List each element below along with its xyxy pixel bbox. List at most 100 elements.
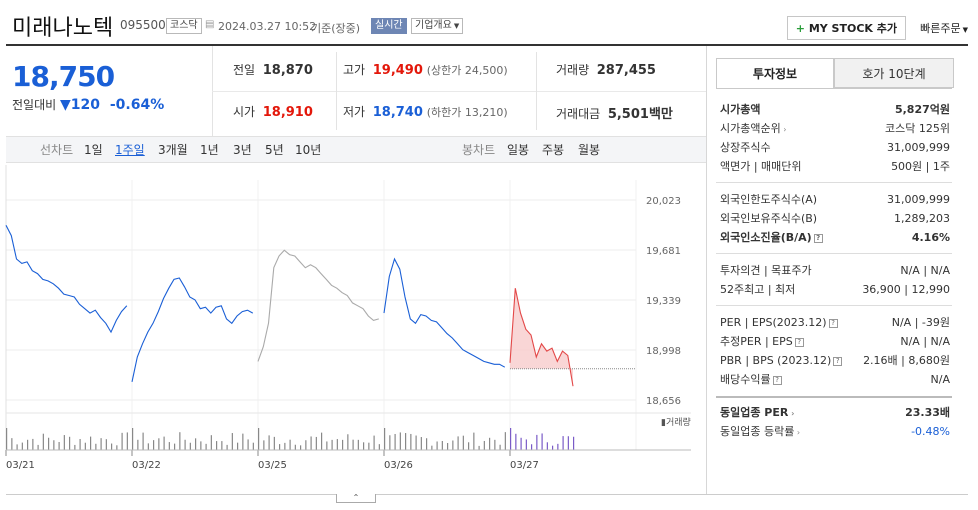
volume-bar <box>326 441 328 450</box>
today-area <box>510 288 573 387</box>
per-eps-value: N/A | -39원 <box>891 316 950 329</box>
investment-panel <box>706 46 968 494</box>
industry-change-value: -0.48% <box>911 425 950 438</box>
volume-bar <box>300 445 302 450</box>
panel-tab-line <box>716 88 952 89</box>
tab-monthly[interactable]: 월봉 <box>578 143 601 157</box>
volume-bar <box>420 437 422 450</box>
volume-bar <box>63 435 65 450</box>
volume-bar <box>105 439 107 450</box>
tab-3y[interactable]: 3년 <box>233 143 252 157</box>
volume-bar <box>310 436 312 450</box>
market-cap-row: 시가총액 5,827억원 <box>720 102 950 118</box>
tab-hoga-10[interactable]: 호가 10단계 <box>834 58 954 88</box>
mystock-add-button[interactable]: + MY STOCK 추가 <box>786 16 906 40</box>
volume-bar <box>515 433 517 450</box>
company-overview-button[interactable]: 기업개요 ▼ <box>411 18 464 34</box>
change-label: 전일대비 <box>12 98 57 112</box>
help-icon[interactable]: ? <box>813 233 823 243</box>
volume-legend: ▮거래량 <box>661 416 691 428</box>
volume-bar <box>352 439 354 450</box>
volume-bar <box>431 445 433 450</box>
industry-per-row[interactable]: 동일업종 PER › 23.33배 <box>720 405 950 421</box>
volume-bar <box>42 433 44 450</box>
y-tick-label: 19,339 <box>646 296 681 307</box>
tab-3m[interactable]: 3개월 <box>158 143 188 157</box>
volume-bar <box>415 435 417 450</box>
realtime-tag[interactable]: 실시간 <box>371 18 407 34</box>
volume-bar <box>237 442 239 450</box>
volume-bar <box>174 443 176 450</box>
per-eps-label: PER | EPS(2023.12) <box>720 316 827 329</box>
tab-1y[interactable]: 1년 <box>200 143 219 157</box>
volume-bar <box>394 433 396 450</box>
opinion-value: N/A | N/A <box>900 264 950 277</box>
volume-bar <box>557 443 559 450</box>
tab-investment-info[interactable]: 투자정보 <box>716 58 834 88</box>
volume-bar <box>153 440 155 450</box>
quick-order-label: 빠른주문 <box>920 22 961 35</box>
volume-bar <box>231 433 233 450</box>
per-eps-row: PER | EPS(2023.12)? N/A | -39원 <box>720 315 950 331</box>
volume-bar <box>195 438 197 450</box>
volume-bar <box>447 442 449 450</box>
open-label: 시가 <box>233 105 256 119</box>
listed-shares-row: 상장주식수 31,009,999 <box>720 140 950 156</box>
tab-weekly[interactable]: 주봉 <box>542 143 565 157</box>
quick-order-button[interactable]: 빠른주문 ▼ <box>920 20 968 36</box>
tab-1d[interactable]: 1일 <box>84 143 103 157</box>
est-per-label: 추정PER | EPS <box>720 335 793 348</box>
volume-bar <box>373 435 375 450</box>
high-price: 고가 19,490 (상한가 24,500) <box>343 61 508 78</box>
price-chart[interactable]: 20,023 19,681 19,339 18,998 18,656 ▮거래량 03/21 0… <box>0 165 706 490</box>
volume-bar <box>252 442 254 450</box>
chevron-right-icon: › <box>794 428 801 437</box>
y-tick-label: 19,681 <box>646 246 681 257</box>
volume-bar <box>399 432 401 450</box>
est-per-value: N/A | N/A <box>900 335 950 348</box>
expand-button[interactable]: ⌃ <box>336 494 376 503</box>
upper-limit: (상한가 24,500) <box>426 64 508 77</box>
volume-bar <box>74 444 76 450</box>
foreign-limit-row: 외국인한도주식수(A) 31,009,999 <box>720 192 950 208</box>
y-tick-label: 18,656 <box>646 396 681 407</box>
x-tick-label: 03/26 <box>384 460 413 471</box>
price-line-03-26 <box>383 257 506 368</box>
help-icon[interactable]: ? <box>772 375 782 385</box>
high-label: 고가 <box>343 63 366 77</box>
stock-name: 미래나노텍 <box>12 16 114 41</box>
tab-5y[interactable]: 5년 <box>265 143 284 157</box>
quote-divider <box>536 52 537 130</box>
volume-bar <box>268 435 270 450</box>
volume-bar <box>378 444 380 450</box>
dividend-value: N/A <box>930 373 950 386</box>
help-icon[interactable]: ? <box>833 356 843 366</box>
volume-bar <box>410 433 412 450</box>
volume-bar <box>504 432 506 450</box>
foreign-limit-label: 외국인한도주식수(A) <box>720 193 818 206</box>
help-icon[interactable]: ? <box>828 318 838 328</box>
volume-bar <box>126 432 128 450</box>
help-icon[interactable]: ? <box>794 337 804 347</box>
stock-code: 095500 <box>120 18 166 32</box>
foreign-holding-label: 외국인보유주식수(B) <box>720 212 818 225</box>
industry-per-value: 23.33배 <box>905 406 950 419</box>
industry-change-row[interactable]: 동일업종 등락률 › -0.48% <box>720 424 950 440</box>
volume-bar <box>226 444 228 450</box>
company-overview-label: 기업개요 <box>415 20 452 31</box>
tab-1w[interactable]: 1주일 <box>115 143 145 157</box>
dividend-row: 배당수익률? N/A <box>720 372 950 388</box>
market-cap-rank-row[interactable]: 시가총액순위 › 코스닥 125위 <box>720 121 950 137</box>
volume-bar <box>347 434 349 450</box>
volume-bar <box>483 440 485 450</box>
foreign-ratio-label: 외국인소진율(B/A) <box>720 231 812 244</box>
volume-value: 287,455 <box>596 63 656 78</box>
price-line-03-21 <box>5 225 128 334</box>
volume-bar <box>541 433 543 450</box>
header-divider <box>6 44 968 46</box>
foreign-holding-row: 외국인보유주식수(B) 1,289,203 <box>720 211 950 227</box>
tab-10y[interactable]: 10년 <box>295 143 322 157</box>
volume-bar <box>116 445 118 450</box>
volume-bar <box>79 439 81 450</box>
tab-daily[interactable]: 일봉 <box>507 143 530 157</box>
